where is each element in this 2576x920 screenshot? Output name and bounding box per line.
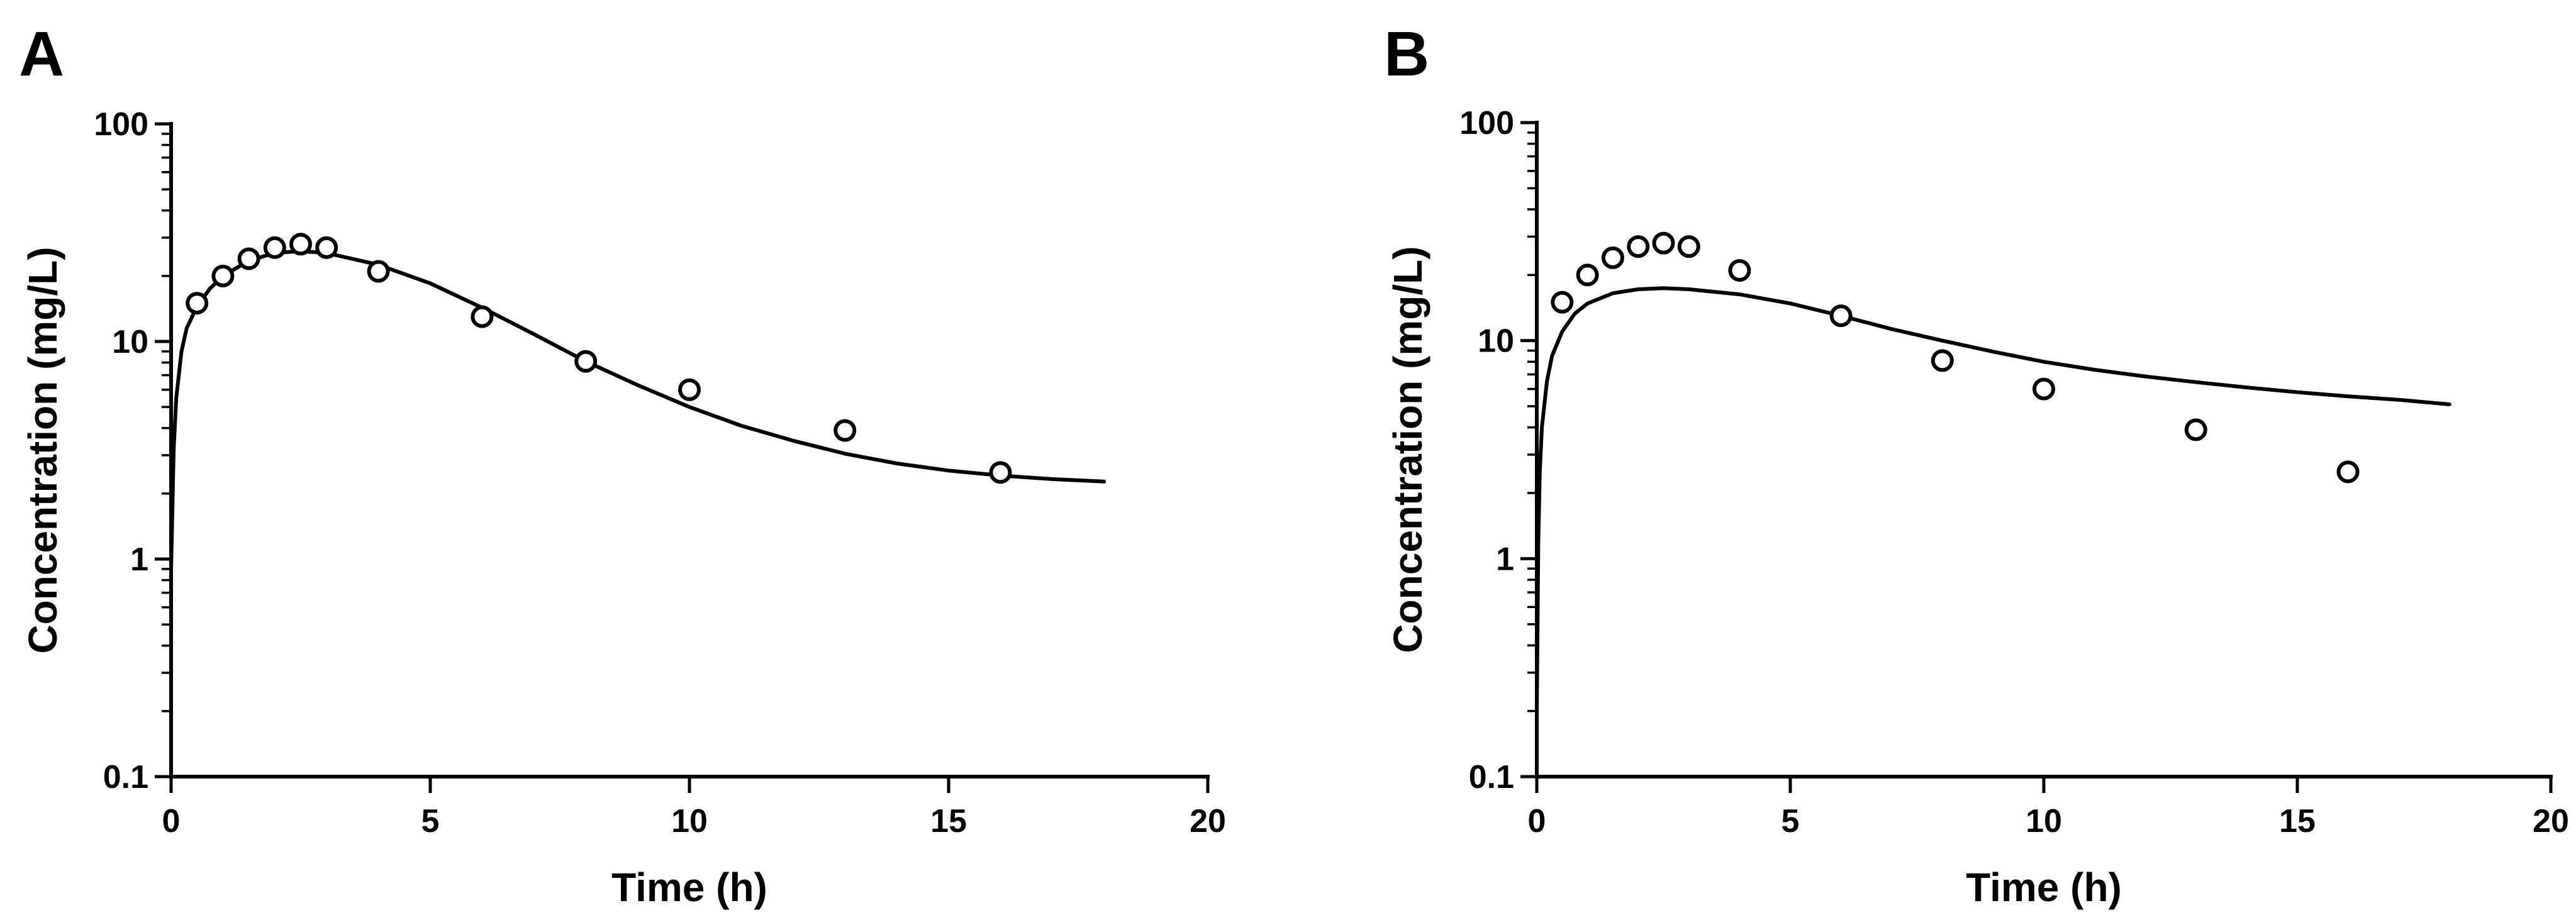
- y-tick-label: 100: [1459, 105, 1514, 141]
- panel-label: A: [19, 19, 64, 89]
- x-tick-label: 15: [930, 803, 967, 840]
- observed-point: [1677, 235, 1700, 258]
- y-tick-label: 100: [94, 106, 148, 143]
- observed-point: [1931, 349, 1954, 372]
- observed-point: [211, 264, 235, 287]
- y-tick-label: 0.1: [103, 759, 148, 795]
- observed-point: [574, 350, 598, 373]
- observed-point: [2184, 418, 2207, 441]
- y-axis-title: Concentration (mg/L): [20, 247, 65, 653]
- y-tick-label: 0.1: [1469, 759, 1514, 795]
- x-tick-label: 15: [2279, 803, 2316, 840]
- panel-label: B: [1384, 19, 1429, 89]
- y-tick-label: 1: [1496, 541, 1514, 577]
- observed-point: [237, 247, 260, 270]
- x-axis-title: Time (h): [1966, 865, 2122, 910]
- observed-point: [186, 292, 209, 315]
- observed-point: [367, 260, 390, 283]
- model-fit-line: [1535, 286, 2451, 713]
- y-axis-title: Concentration (mg/L): [1385, 246, 1430, 653]
- observed-point: [1829, 304, 1853, 328]
- y-tick-label: 10: [1478, 323, 1514, 360]
- observed-point: [1728, 258, 1751, 282]
- observed-point: [1551, 291, 1574, 314]
- observed-point: [1627, 235, 1650, 258]
- x-tick-label: 10: [2026, 803, 2062, 840]
- observed-point: [678, 378, 701, 401]
- x-axis-title: Time (h): [611, 865, 767, 910]
- observed-point: [315, 236, 338, 259]
- x-tick-label: 20: [2533, 803, 2569, 840]
- panel-b: B 0 5 10 15 20 0.1 1 10 100 Time (h) Concentration …: [1384, 19, 2569, 910]
- observed-point: [1652, 231, 1675, 255]
- x-tick-label: 5: [421, 803, 440, 840]
- x-tick-label: 0: [1528, 803, 1546, 840]
- x-tick-label: 0: [162, 803, 181, 840]
- x-tick-label: 20: [1190, 803, 1226, 840]
- observed-point: [289, 233, 312, 256]
- x-tick-label: 5: [1781, 803, 1800, 840]
- y-tick-label: 10: [112, 324, 148, 360]
- observed-point: [2032, 377, 2055, 401]
- observed-point: [1576, 263, 1599, 287]
- observed-point: [1601, 246, 1624, 269]
- observed-point: [834, 419, 857, 442]
- observed-point: [989, 461, 1012, 484]
- observed-point: [263, 236, 286, 259]
- panel-a: A 0 5 10 15 20 0.1 1 10 100 Time (h) Concentration …: [19, 19, 1226, 910]
- y-tick-label: 1: [130, 541, 148, 578]
- model-fit-line: [169, 249, 1107, 571]
- observed-point: [471, 305, 494, 328]
- observed-point: [2336, 460, 2360, 484]
- x-tick-label: 10: [671, 803, 708, 840]
